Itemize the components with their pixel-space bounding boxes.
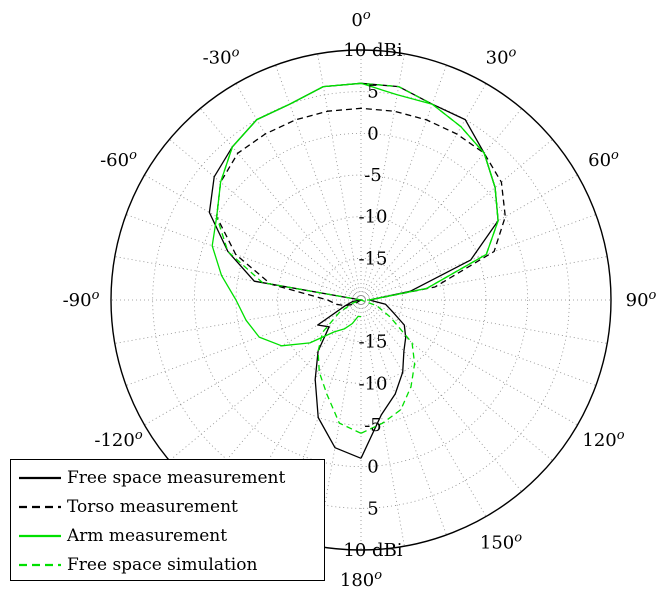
angle-tick-label: -60o [100,148,137,171]
radial-tick-label: 5 [367,498,378,519]
grid-spoke [114,256,362,301]
angle-tick-label: -30o [203,46,240,69]
angle-tick-label: 90o [626,288,657,311]
legend-label: Free space simulation [67,554,258,575]
angle-tick-label: 150o [480,531,522,554]
series-line-1 [216,107,506,307]
angle-tick-label: -90o [63,288,100,311]
outer-ring [110,49,612,551]
legend-label: Free space measurement [67,467,286,488]
legend-line-icon [19,476,61,479]
radial-tick-label: 10 dBi [343,540,402,561]
grid-spoke [144,174,362,301]
legend-label: Arm measurement [67,525,228,546]
grid-ring [193,132,529,468]
angle-tick-label: 60o [588,148,619,171]
angle-tick-label: 180o [340,568,382,590]
radial-tick-label: 5 [367,82,378,103]
angle-tick-label: 30o [486,46,517,69]
grid-spoke [169,299,362,462]
angle-tick-label: -120o [94,428,142,451]
grid-spoke [235,83,362,301]
radial-tick-label: -10 [359,373,388,394]
radial-tick-label: 0 [367,123,378,144]
grid-ring [318,257,404,343]
grid-spoke [317,53,362,301]
grid-ring [152,91,570,509]
series-line-3 [216,82,499,434]
series-layer [208,82,506,459]
radial-tick-label: -15 [359,248,388,269]
grid-spoke [169,138,362,301]
radial-tick-label: -10 [359,207,388,228]
grid-spoke [360,138,553,301]
legend-green-line-icon [19,534,61,537]
grid-spoke [360,299,597,386]
radial-tick-label: 0 [367,457,378,478]
grid-spoke [360,299,523,492]
radial-tick-label: -15 [359,332,388,353]
grid-spoke [360,299,553,462]
grid-spoke [360,299,608,344]
grid-spoke [360,299,487,517]
legend-item: Free space simulation [11,550,324,579]
label-layer: 10 dBi 10 dBi 5 5 0 0 -5 -5 -10 -10 -15 -15 0o 30o 60o… [63,8,657,590]
grid-spoke [199,108,362,301]
radial-tick-label: -5 [364,165,382,186]
legend-dashed-line-icon [19,505,61,508]
grid-spoke [144,299,362,426]
radial-tick-label: -5 [364,415,382,436]
legend-label: Torso measurement [67,496,238,517]
grid-spoke [360,214,597,301]
legend-item: Arm measurement [11,521,324,550]
series-line-0 [208,82,499,459]
legend-item: Free space measurement [11,463,324,492]
grid-spoke [114,299,362,344]
legend-item: Torso measurement [11,492,324,521]
legend: Free space measurement Torso measurement… [10,459,325,581]
angle-tick-label: 120o [582,428,624,451]
grid-spoke [360,299,578,426]
grid-ring [277,216,445,384]
angle-tick-label: 0o [351,8,370,31]
legend-green-dashed-line-icon [19,563,61,566]
grid-spoke [360,174,578,301]
radial-tick-label: 10 dBi [343,40,402,61]
grid-spoke [275,64,362,301]
